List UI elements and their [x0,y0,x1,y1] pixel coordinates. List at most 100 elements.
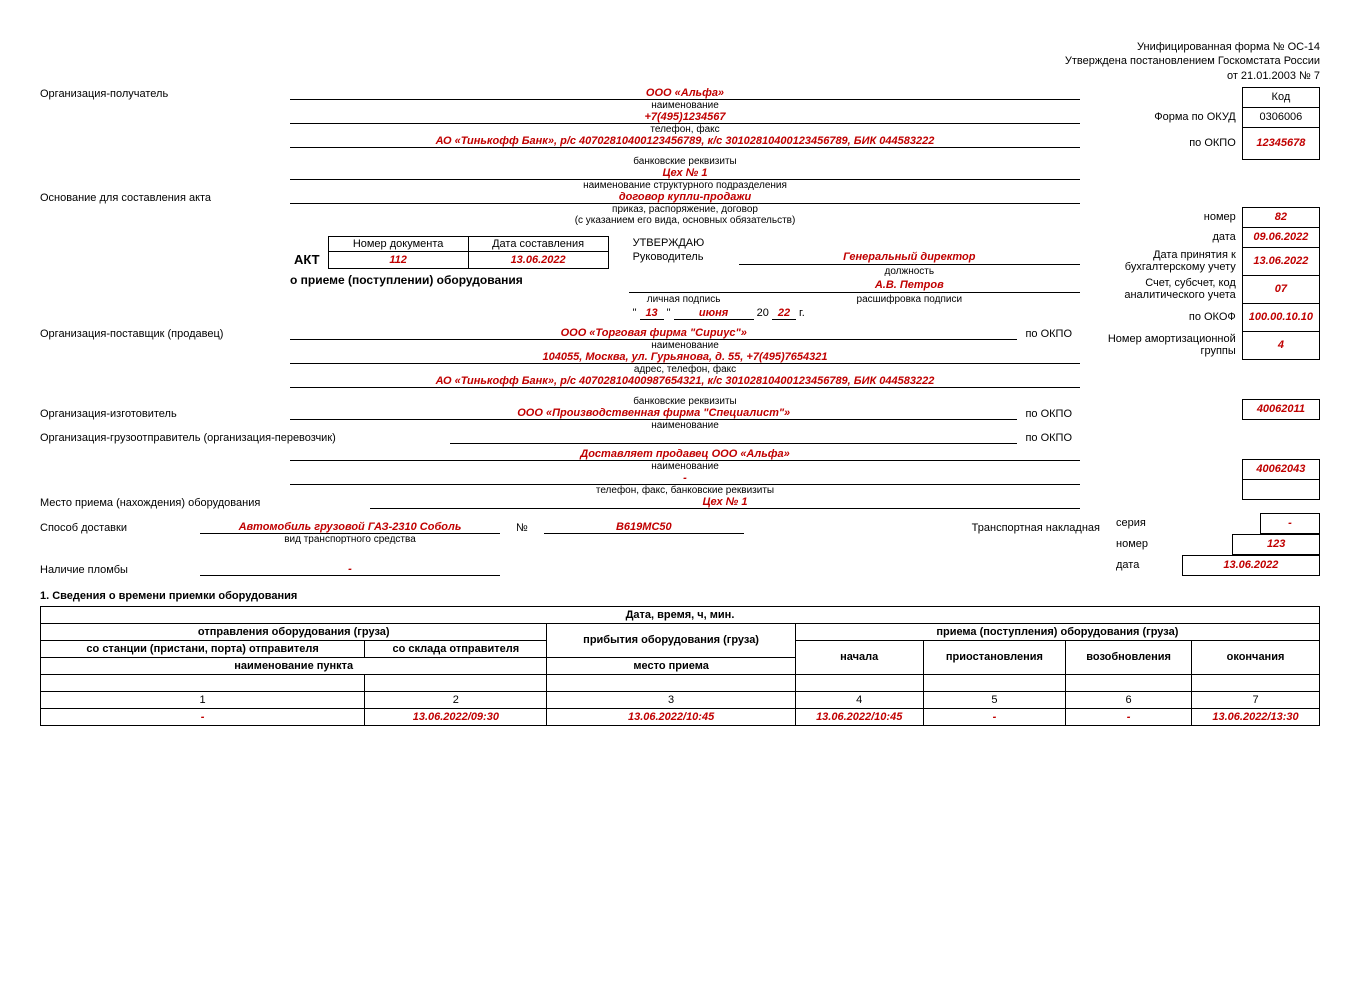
okud-code: 0306006 [1242,107,1319,127]
s1-c7: 7 [1192,691,1320,708]
seal-value: - [348,563,352,575]
codes-table: Код Форма по ОКУД0306006 по ОКПО12345678… [1090,87,1320,500]
waybill-label: Транспортная накладная [972,522,1100,534]
supplier-okpo: 40062011 [1257,403,1305,415]
supplier-bank-cap: банковские реквизиты [290,396,1080,407]
approve-day: 13 [640,307,664,320]
s1-h5: приостановления [923,640,1066,674]
waybill-table: серия- [1110,513,1320,534]
section1-table: Дата, время, ч, мин. отправления оборудо… [40,606,1320,726]
approve-sign-cap: личная подпись [629,292,739,306]
supplier-bank: АО «Тинькофф Банк», р/с 4070281040098765… [436,375,935,387]
delivery-num-label: № [510,522,534,534]
num-label: номер [1090,207,1242,227]
approve-name-cap: расшифровка подписи [739,292,1080,306]
delivery-label: Способ доставки [40,522,190,534]
waybill-num-value: 123 [1267,538,1285,550]
act-docnum-label: Номер документа [328,236,468,251]
s1-r5: - [993,711,997,723]
delivery-vehicle: Автомобиль грузовой ГАЗ-2310 Соболь [239,521,462,533]
approve-block: УТВЕРЖДАЮ Руководитель Генеральный дирек… [629,236,1080,321]
carrier-contact: - [683,472,687,484]
basis-cap1: приказ, распоряжение, договор [290,204,1080,215]
section1-title: 1. Сведения о времени приемки оборудован… [40,590,1320,602]
seal-label: Наличие пломбы [40,564,190,576]
act-number-table: Номер документа Дата составления АКТ 112… [290,236,609,269]
act-docdate: 13.06.2022 [511,254,566,266]
s1-h7: окончания [1192,640,1320,674]
account-label: Счет, субсчет, код аналитического учета [1090,275,1242,303]
supplier-addr-cap: адрес, телефон, факс [290,364,1080,375]
supplier-name: ООО «Торговая фирма "Сириус"» [561,327,747,339]
approve-head: УТВЕРЖДАЮ [629,236,739,250]
approve-year-suffix: г. [799,307,805,319]
carrier-name: Доставляет продавец ООО «Альфа» [580,448,789,460]
manuf-okpo-label: по ОКПО [1017,408,1080,420]
delivery-vehicle-cap: вид транспортного средства [200,534,500,555]
supplier-name-cap: наименование [290,340,1080,351]
series-label: серия [1110,513,1260,533]
s1-c4: 4 [795,691,923,708]
form-title: Унифицированная форма № ОС-14 [40,40,1320,54]
manuf-name-cap: наименование [290,420,1080,431]
location-value: Цех № 1 [703,496,748,508]
s1-r3: 13.06.2022/10:45 [628,711,714,723]
manuf-okpo: 40062043 [1256,463,1305,475]
recipient-bank: АО «Тинькофф Банк», р/с 4070281040012345… [436,135,935,147]
s1-c1: 1 [41,691,365,708]
accdate-value: 13.06.2022 [1253,255,1308,267]
approve-position: Генеральный директор [843,251,975,263]
recipient-name-caption: наименование [290,100,1080,111]
recipient-phone-cap: телефон, факс [290,124,1080,135]
approve-leader-label: Руководитель [629,250,739,265]
codedate-value: 09.06.2022 [1253,231,1308,243]
manuf-label: Организация-изготовитель [40,408,290,420]
okof-label: по ОКОФ [1090,303,1242,331]
waybill-date-value: 13.06.2022 [1223,559,1278,571]
location-label: Место приема (нахождения) оборудования [40,497,370,509]
approve-month: июня [674,307,754,320]
s1-h2: со склада отправителя [365,640,547,657]
recipient-bank-cap: банковские реквизиты [290,156,1080,167]
amort-label: Номер амортизационной группы [1090,331,1242,359]
recipient-name: ООО «Альфа» [646,87,724,99]
recipient-label: Организация-получатель [40,88,290,100]
act-docdate-label: Дата составления [468,236,608,251]
s1-r7: 13.06.2022/13:30 [1212,711,1298,723]
amort-value: 4 [1278,339,1284,351]
recipient-dept: Цех № 1 [663,167,708,179]
s1-c6: 6 [1066,691,1192,708]
s1-r2: 13.06.2022/09:30 [413,711,499,723]
codedate-label: дата [1090,227,1242,247]
s1-accept: приема (поступления) оборудования (груза… [795,623,1319,640]
s1-r4: 13.06.2022/10:45 [816,711,902,723]
approve-name: А.В. Петров [875,279,944,291]
s1-head: Дата, время, ч, мин. [41,606,1320,623]
supplier-label: Организация-поставщик (продавец) [40,328,290,340]
form-approved: Утверждена постановлением Госкомстата Ро… [40,54,1320,68]
s1-c5: 5 [923,691,1066,708]
carrier-contact-cap: телефон, факс, банковские реквизиты [290,485,1080,496]
supplier-okpo-label: по ОКПО [1017,328,1080,340]
s1-h1: со станции (пристани, порта) отправителя [41,640,365,657]
s1-h6: возобновления [1066,640,1192,674]
s1-h4: начала [795,640,923,674]
supplier-addr: 104055, Москва, ул. Гурьянова, д. 55, +7… [543,351,828,363]
s1-c3: 3 [547,691,795,708]
act-docnum: 112 [389,254,407,266]
manuf-name: ООО «Производственная фирма "Специалист"… [517,407,790,419]
carrier-name-cap: наименование [290,461,1080,472]
delivery-num: В619МС50 [616,521,672,533]
basis-cap2: (с указанием его вида, основных обязател… [290,215,1080,226]
okud-label: Форма по ОКУД [1090,107,1242,127]
s1-r1: - [201,711,205,723]
s1-c2: 2 [365,691,547,708]
waybill-date-label: дата [1110,555,1182,575]
basis-value: договор купли-продажи [619,191,751,203]
carrier-label: Организация-грузоотправитель (организаци… [40,432,450,444]
okof-value: 100.00.10.10 [1249,311,1313,323]
form-header: Унифицированная форма № ОС-14 Утверждена… [40,40,1320,83]
act-subtitle: о приеме (поступлении) оборудования [290,273,609,287]
okpo-code: 12345678 [1256,137,1305,149]
act-title: АКТ [290,251,328,268]
